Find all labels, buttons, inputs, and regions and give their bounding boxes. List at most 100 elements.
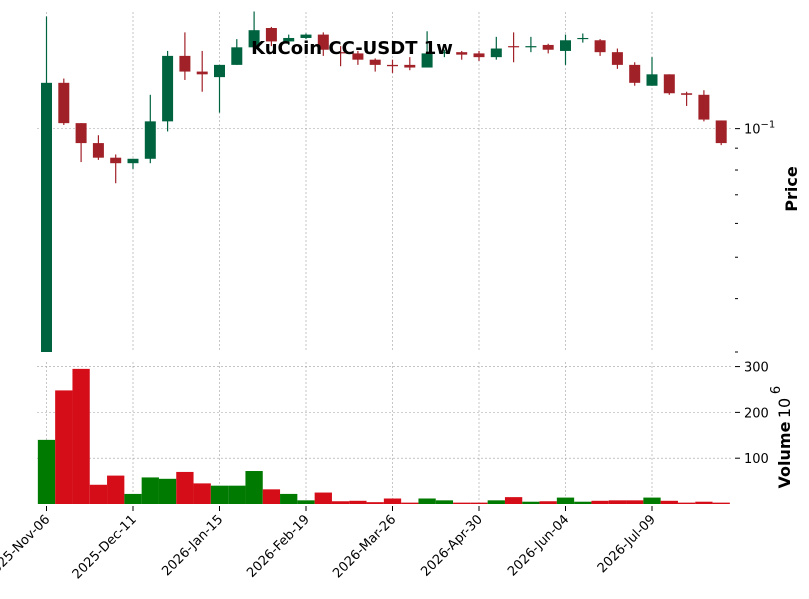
candle-body [456,52,468,55]
x-tick-label: 2025-Nov-06 [0,512,53,582]
chart-title: KuCoin CC-USDT 1w [251,38,453,59]
candle-body [387,64,398,67]
price-axis-label: Price [782,166,801,212]
candle-body [144,121,156,159]
volume-bar [712,502,730,504]
candle-body [231,47,243,65]
volume-bar [383,498,402,504]
volume-bar [366,502,384,504]
candle-body [127,158,139,164]
volume-bar [124,493,142,504]
x-tick-label: 2026-Jan-15 [159,512,226,579]
volume-bar [487,500,505,504]
volume-bar [262,489,281,504]
x-tick-label: 2025-Dec-11 [70,512,140,582]
volume-bar [591,500,609,504]
volume-bar [331,501,350,504]
volume-bar [470,502,488,504]
candle-body [248,30,260,48]
candle-body [110,157,122,164]
volume-bar [556,497,575,504]
grid-layer [37,12,733,504]
candle-body [663,74,675,94]
candle-body [421,53,433,68]
candle-body [490,48,502,58]
volume-bar [608,500,627,504]
volume-bar [89,484,108,504]
candle-body [611,52,623,65]
candle-body [58,82,70,124]
volume-bar [314,492,332,504]
volume-bar [643,497,661,504]
volume-bar [504,497,523,504]
volume-bar [539,501,557,504]
x-tick-label: 2026-Apr-30 [418,512,485,579]
volume-bar [280,493,298,504]
x-tick-label: 2026-Jun-04 [505,512,572,579]
volume-bar [401,502,419,504]
volume-bar [695,501,713,504]
volume-exponent-base: 10 [775,398,794,418]
volume-bar [626,500,644,504]
volume-axis-label: Volume [775,421,794,488]
candle-body [179,55,191,72]
volume-tick-label: 100 [744,452,769,467]
x-tick-label: 2026-Feb-19 [244,512,313,581]
volume-bar [349,500,367,504]
candle-body [560,40,571,51]
candle-body [542,44,554,50]
volume-bar [574,501,592,504]
candle-body [92,143,104,158]
candle-body [196,71,208,75]
volume-bar [176,471,194,504]
volume-bar [141,477,159,504]
candle-body [75,123,87,144]
volume-bar [37,439,56,504]
candle-body [283,37,295,42]
candle-body [404,64,416,68]
price-tick-label: 10−1 [744,120,775,138]
volume-bar [245,471,263,504]
x-tick-label: 2026-Jul-09 [595,512,659,576]
volume-bar [158,478,177,504]
candle-body [352,53,364,60]
volume-tick-label: 300 [744,361,769,376]
candle-body [698,94,710,120]
volume-bar [522,501,540,504]
candle-body [525,46,537,48]
volume-bar [418,498,436,504]
candles [41,11,727,353]
candle-body [214,64,225,78]
candle-body [681,93,693,95]
x-tick-label: 2026-Mar-26 [330,512,399,581]
volume-bar [677,502,696,504]
volume-bar [228,485,246,504]
candle-body [369,59,381,65]
volume-bars [37,368,730,504]
volume-bar [72,368,90,504]
candle-body [438,52,450,54]
candle-body [335,52,347,54]
candle-body [594,40,606,53]
candle-body [508,46,520,48]
candle-body [265,28,277,42]
volume-bar [55,390,73,504]
volume-bar [107,475,125,504]
candle-body [300,34,312,38]
candle-body [646,74,658,86]
volume-tick-label: 200 [744,406,769,421]
volume-bar [453,502,471,504]
candle-body [41,82,52,353]
axes: 10−1 100 200 300 2025-Nov-06 2025-Dec-11 2026-… [0,120,775,583]
candle-body [317,34,329,50]
candle-body [577,37,589,40]
candle-body [162,55,174,122]
volume-bar [193,483,211,504]
volume-bar [660,500,678,504]
volume-bar [297,500,315,504]
candle-body [473,53,485,58]
volume-bar [210,485,229,504]
candle-body [629,64,641,83]
